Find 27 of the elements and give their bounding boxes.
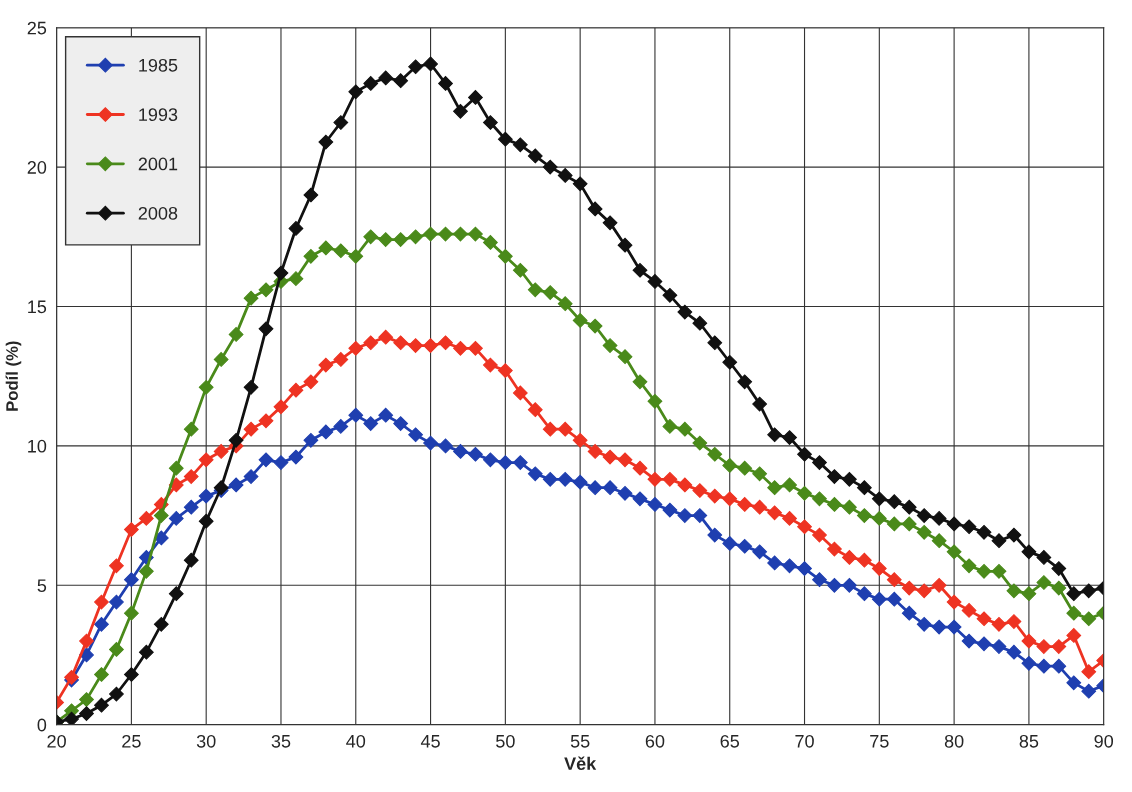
x-tick-label: 50 [496,734,515,748]
x-tick-label: 60 [645,734,665,748]
x-tick-label: 80 [944,734,964,748]
legend-label: 1993 [139,108,178,122]
legend-label: 2008 [138,206,178,220]
legend-label: 1985 [139,58,178,72]
x-tick-label: 70 [795,734,814,748]
y-tick-label: 0 [37,718,47,732]
x-tick-label: 45 [420,735,440,748]
x-tick-label: 90 [1094,734,1114,748]
legend-label: 2001 [138,157,178,171]
x-tick-label: 30 [196,734,216,748]
y-tick-label: 25 [27,21,47,35]
x-tick-label: 65 [720,734,740,748]
y-tick-label: 10 [28,439,47,453]
y-tick-label: 15 [28,300,47,314]
y-tick-label: 20 [27,161,47,174]
x-tick-label: 25 [122,734,141,748]
x-tick-label: 75 [870,735,889,748]
y-tick-label: 5 [37,579,47,593]
x-tick-label: 55 [570,735,590,748]
y-axis-title: Podíl (%) [5,341,22,411]
x-tick-label: 35 [271,734,291,748]
x-tick-label: 20 [47,734,66,748]
x-tick-label: 40 [346,734,366,748]
x-axis-title: Věk [564,756,597,771]
x-tick-label: 85 [1019,734,1039,748]
